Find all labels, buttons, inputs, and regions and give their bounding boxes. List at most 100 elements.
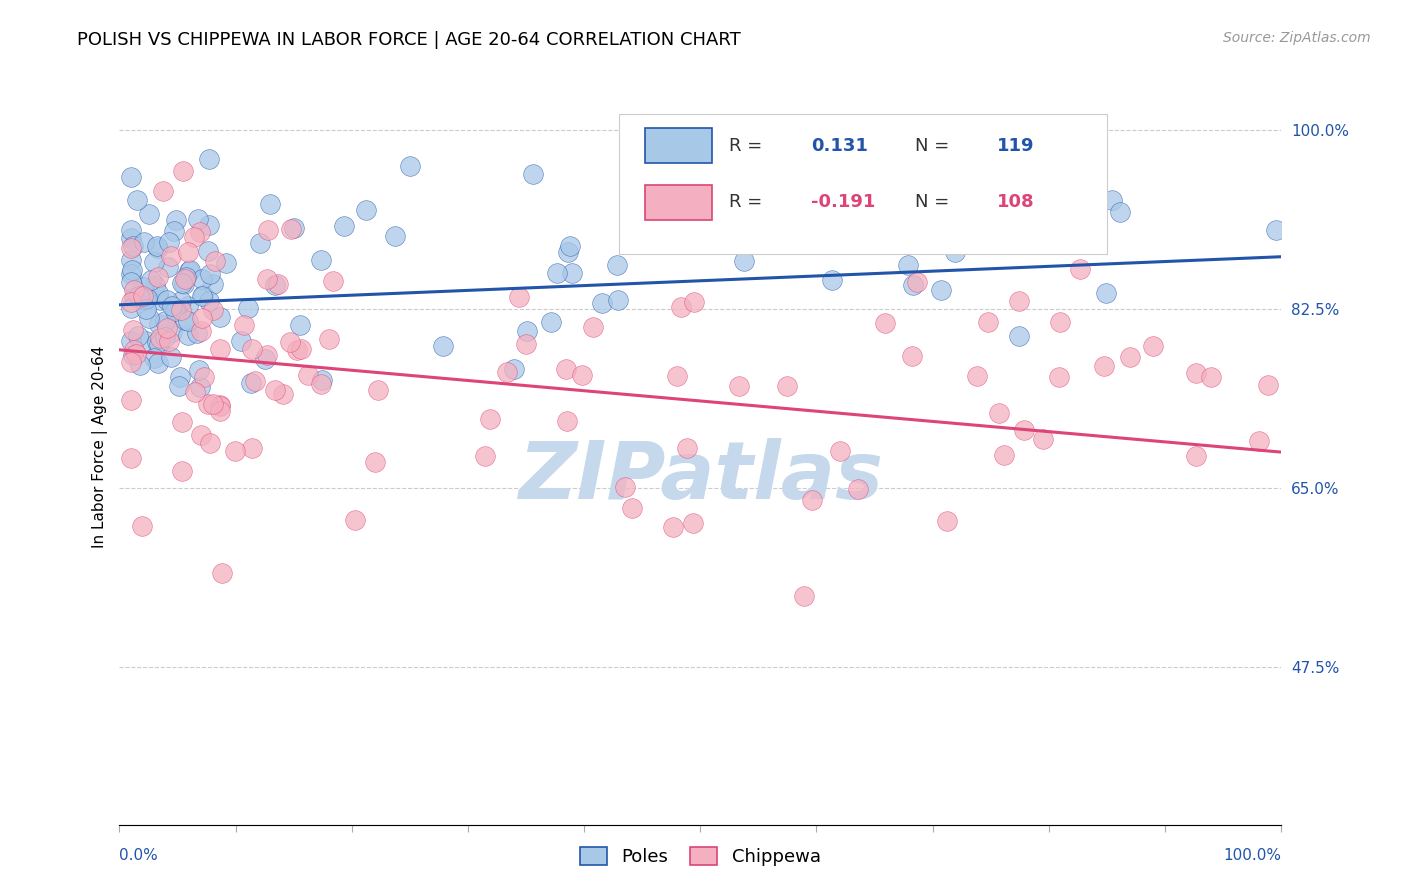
Point bbox=[146, 270, 169, 285]
Text: Source: ZipAtlas.com: Source: ZipAtlas.com bbox=[1223, 31, 1371, 45]
Point bbox=[177, 299, 200, 313]
Point bbox=[905, 275, 928, 289]
Point bbox=[778, 230, 800, 244]
Point bbox=[156, 260, 179, 274]
Point bbox=[173, 277, 195, 292]
Point bbox=[190, 324, 212, 338]
Point bbox=[156, 293, 179, 307]
Point bbox=[198, 435, 221, 450]
Point bbox=[149, 331, 172, 345]
Point bbox=[174, 272, 197, 286]
Point bbox=[936, 514, 959, 528]
Point bbox=[148, 336, 170, 351]
Point bbox=[209, 400, 232, 414]
Point bbox=[120, 276, 142, 290]
Point bbox=[165, 212, 187, 227]
Point bbox=[197, 244, 219, 258]
Point bbox=[170, 294, 193, 309]
Text: N =: N = bbox=[915, 194, 949, 211]
Point bbox=[775, 379, 797, 393]
Point bbox=[1081, 194, 1104, 208]
Point bbox=[127, 193, 149, 207]
Point bbox=[267, 277, 290, 291]
Point bbox=[900, 349, 922, 363]
Point bbox=[160, 249, 183, 263]
Point bbox=[191, 288, 214, 302]
Point bbox=[1101, 193, 1123, 207]
Point bbox=[187, 211, 209, 226]
Point bbox=[169, 369, 191, 384]
Point bbox=[828, 444, 851, 458]
Legend: Poles, Chippewa: Poles, Chippewa bbox=[572, 840, 828, 873]
Point bbox=[131, 519, 153, 533]
Point bbox=[801, 493, 824, 508]
Text: 0.131: 0.131 bbox=[811, 136, 868, 154]
Point bbox=[120, 241, 142, 255]
Point bbox=[280, 222, 302, 236]
Point bbox=[170, 302, 193, 317]
Point bbox=[683, 295, 706, 310]
Point bbox=[264, 383, 287, 397]
Text: POLISH VS CHIPPEWA IN LABOR FORCE | AGE 20-64 CORRELATION CHART: POLISH VS CHIPPEWA IN LABOR FORCE | AGE … bbox=[77, 31, 741, 49]
Point bbox=[135, 291, 157, 305]
Point bbox=[846, 482, 869, 496]
Text: 100.0%: 100.0% bbox=[1223, 847, 1281, 863]
Point bbox=[201, 277, 224, 292]
Point bbox=[344, 512, 367, 526]
Point bbox=[138, 311, 160, 326]
Point bbox=[1185, 367, 1208, 381]
Point bbox=[139, 273, 162, 287]
Point bbox=[224, 444, 246, 458]
Point bbox=[318, 332, 340, 346]
Point bbox=[776, 225, 799, 239]
Point bbox=[432, 339, 454, 353]
Point bbox=[162, 325, 184, 339]
Point bbox=[264, 277, 287, 292]
Point bbox=[557, 245, 579, 260]
Point bbox=[804, 203, 827, 218]
Point bbox=[778, 211, 800, 225]
Point bbox=[177, 245, 200, 260]
Point bbox=[200, 268, 222, 282]
Point bbox=[132, 280, 155, 294]
Point bbox=[190, 225, 212, 239]
Point bbox=[120, 223, 142, 237]
Point bbox=[256, 348, 278, 362]
Point bbox=[127, 328, 149, 343]
Point bbox=[1247, 434, 1270, 448]
Point bbox=[177, 264, 200, 278]
Point bbox=[208, 310, 231, 324]
Point bbox=[1142, 338, 1164, 352]
Point bbox=[560, 239, 582, 253]
Point bbox=[288, 318, 311, 332]
Point bbox=[190, 289, 212, 303]
Point bbox=[128, 289, 150, 303]
Point bbox=[122, 343, 145, 357]
Point bbox=[146, 356, 169, 370]
Point bbox=[204, 254, 226, 268]
Point bbox=[873, 316, 896, 330]
Text: 119: 119 bbox=[997, 136, 1033, 154]
Point bbox=[148, 317, 170, 331]
Point bbox=[167, 379, 190, 393]
Point bbox=[240, 441, 263, 455]
Point bbox=[165, 303, 187, 318]
Point bbox=[135, 334, 157, 348]
Point bbox=[214, 256, 236, 270]
Point bbox=[148, 285, 170, 300]
Point bbox=[120, 231, 142, 245]
Point bbox=[172, 464, 194, 478]
Point bbox=[233, 318, 256, 333]
Point bbox=[184, 385, 207, 400]
Point bbox=[120, 392, 142, 407]
Point bbox=[208, 404, 231, 418]
Point bbox=[1032, 432, 1054, 446]
Text: N =: N = bbox=[915, 136, 949, 154]
Point bbox=[197, 397, 219, 411]
Point bbox=[516, 324, 538, 338]
Point bbox=[188, 363, 211, 377]
Point bbox=[283, 221, 305, 235]
Point bbox=[122, 323, 145, 337]
Point bbox=[193, 369, 215, 384]
Point bbox=[1201, 370, 1223, 384]
